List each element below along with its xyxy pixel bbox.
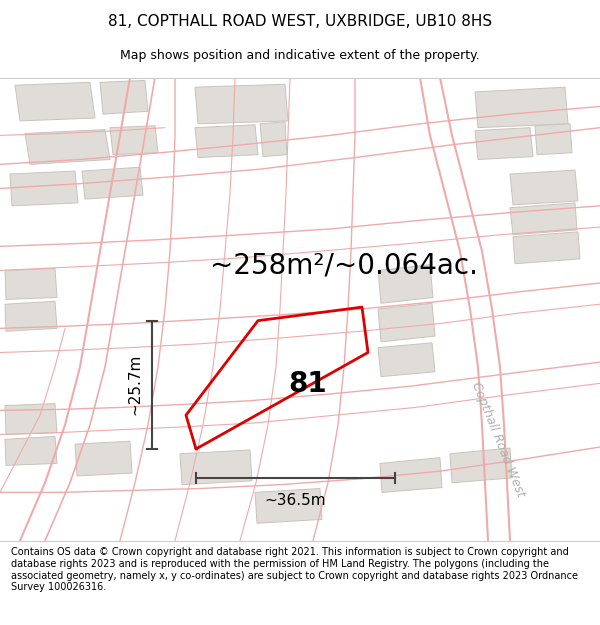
Polygon shape	[15, 82, 95, 121]
Polygon shape	[5, 269, 57, 299]
Polygon shape	[510, 170, 578, 205]
Text: Copthall Road West: Copthall Road West	[469, 380, 527, 499]
Polygon shape	[378, 264, 433, 303]
Polygon shape	[100, 81, 148, 114]
Polygon shape	[380, 458, 442, 492]
Polygon shape	[255, 489, 322, 523]
Polygon shape	[5, 301, 57, 331]
Text: ~25.7m: ~25.7m	[127, 354, 142, 416]
Polygon shape	[475, 127, 533, 159]
Polygon shape	[195, 125, 258, 158]
Polygon shape	[475, 87, 568, 128]
Text: Map shows position and indicative extent of the property.: Map shows position and indicative extent…	[120, 49, 480, 62]
Polygon shape	[195, 84, 288, 124]
Polygon shape	[10, 171, 78, 206]
Polygon shape	[180, 450, 252, 484]
Polygon shape	[378, 303, 435, 342]
Text: 81, COPTHALL ROAD WEST, UXBRIDGE, UB10 8HS: 81, COPTHALL ROAD WEST, UXBRIDGE, UB10 8…	[108, 14, 492, 29]
Polygon shape	[513, 232, 580, 264]
Text: ~36.5m: ~36.5m	[265, 493, 326, 508]
Polygon shape	[450, 448, 512, 482]
Polygon shape	[75, 441, 132, 476]
Polygon shape	[378, 343, 435, 377]
Polygon shape	[25, 129, 110, 164]
Polygon shape	[260, 122, 287, 157]
Polygon shape	[110, 126, 158, 154]
Text: Contains OS data © Crown copyright and database right 2021. This information is : Contains OS data © Crown copyright and d…	[11, 548, 578, 592]
Polygon shape	[82, 168, 143, 199]
Polygon shape	[535, 124, 572, 154]
Text: ~258m²/~0.064ac.: ~258m²/~0.064ac.	[210, 252, 478, 279]
Polygon shape	[510, 203, 577, 235]
Text: 81: 81	[289, 371, 328, 398]
Polygon shape	[5, 404, 57, 434]
Polygon shape	[5, 436, 57, 466]
